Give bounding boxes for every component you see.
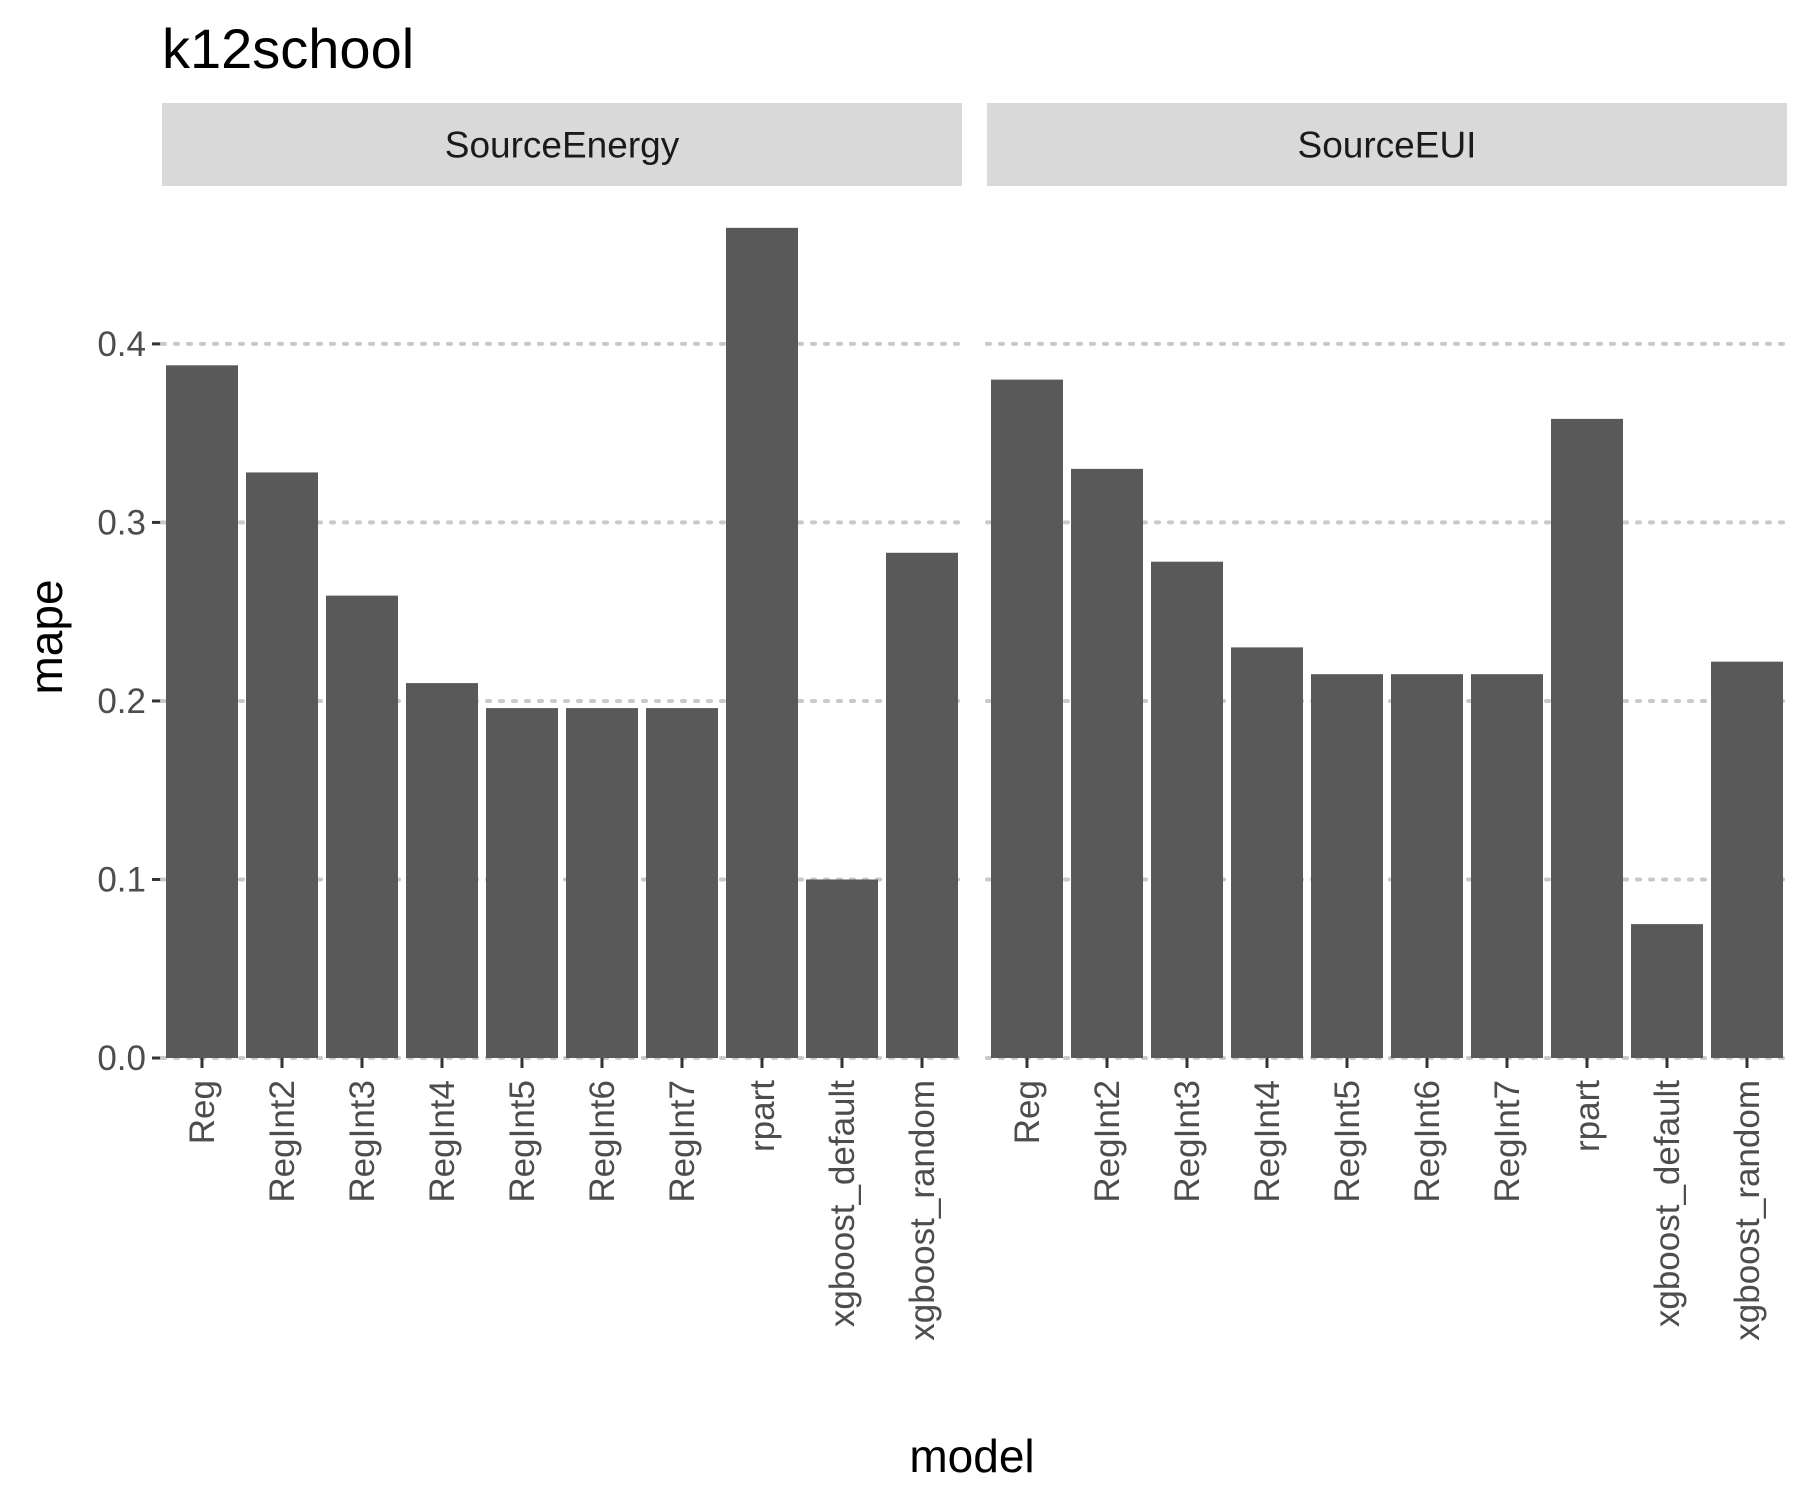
x-axis-title: model: [909, 1430, 1034, 1482]
bar-RegInt6: [1391, 674, 1463, 1058]
x-tick-label: rpart: [1568, 1080, 1607, 1152]
y-axis-title: mape: [20, 579, 72, 694]
bar-rpart: [726, 227, 798, 1058]
y-axis: 0.0 0.1 0.2 0.3 0.4: [97, 325, 162, 1078]
facet-panel-SourceEnergy: SourceEnergy Reg RegInt2 RegInt3 RegInt4 RegI…: [160, 103, 964, 1341]
bar-Reg: [991, 379, 1063, 1059]
bar-RegInt5: [486, 708, 558, 1058]
chart-title: k12school: [162, 17, 414, 80]
x-tick-label: RegInt7: [1488, 1080, 1527, 1203]
x-tick-label: xgboost_random: [1728, 1080, 1767, 1341]
bar-RegInt5: [1311, 674, 1383, 1058]
x-tick-label: RegInt6: [583, 1080, 622, 1203]
bar-RegInt4: [1231, 647, 1303, 1058]
bar-xgboost_default: [1631, 924, 1703, 1058]
x-tick-label: xgboost_default: [823, 1080, 862, 1327]
facet-strip-label: SourceEUI: [1298, 125, 1477, 166]
x-tick-label: RegInt6: [1408, 1080, 1447, 1203]
x-tick-label: RegInt2: [1088, 1080, 1127, 1203]
facet-strip: [162, 103, 962, 186]
x-tick-label: RegInt4: [1248, 1080, 1287, 1203]
bar-RegInt3: [326, 595, 398, 1058]
facet-panel-SourceEUI: SourceEUI Reg RegInt2 RegInt3 RegInt4 RegInt5…: [985, 103, 1789, 1341]
bar-RegInt7: [646, 708, 718, 1058]
y-tick-label: 0.3: [97, 503, 146, 542]
facet-strip-label: SourceEnergy: [445, 125, 680, 166]
x-tick-label: RegInt2: [263, 1080, 302, 1203]
bar-xgboost_random: [886, 552, 958, 1058]
bar-RegInt2: [1071, 468, 1143, 1058]
facet-panels: SourceEnergy Reg RegInt2 RegInt3 RegInt4 RegI…: [160, 103, 1789, 1341]
x-tick-label: Reg: [183, 1080, 222, 1144]
y-tick-label: 0.1: [97, 860, 146, 899]
bar-RegInt6: [566, 708, 638, 1058]
facet-strip: [987, 103, 1787, 186]
x-tick-label: xgboost_default: [1648, 1080, 1687, 1327]
x-tick-label: RegInt3: [343, 1080, 382, 1203]
x-tick-label: RegInt5: [1328, 1080, 1367, 1203]
bar-rpart: [1551, 418, 1623, 1058]
bar-xgboost_random: [1711, 661, 1783, 1058]
x-tick-label: RegInt5: [503, 1080, 542, 1203]
x-tick-label: RegInt3: [1168, 1080, 1207, 1203]
y-tick-label: 0.2: [97, 682, 146, 721]
x-tick-label: xgboost_random: [903, 1080, 942, 1341]
y-tick-label: 0.4: [97, 325, 146, 364]
bar-xgboost_default: [806, 879, 878, 1058]
x-tick-label: rpart: [743, 1080, 782, 1152]
bar-Reg: [166, 365, 238, 1059]
x-tick-label: RegInt7: [663, 1080, 702, 1203]
x-tick-label: Reg: [1008, 1080, 1047, 1144]
bar-RegInt2: [246, 472, 318, 1058]
bar-RegInt7: [1471, 674, 1543, 1058]
x-tick-label: RegInt4: [423, 1080, 462, 1203]
bar-RegInt3: [1151, 561, 1223, 1058]
y-tick-label: 0.0: [97, 1039, 146, 1078]
bar-RegInt4: [406, 683, 478, 1058]
